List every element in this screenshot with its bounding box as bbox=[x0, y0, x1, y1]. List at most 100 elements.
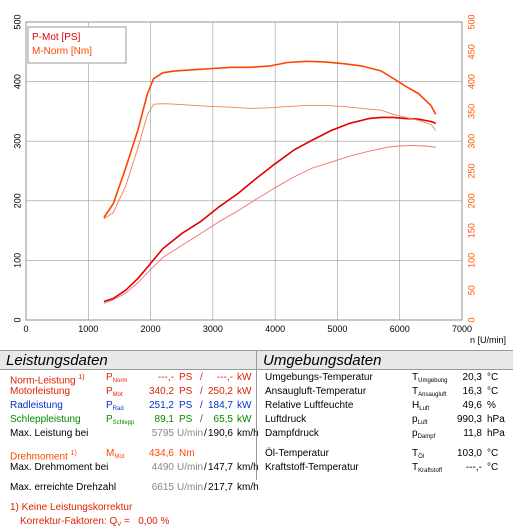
sep: / bbox=[200, 400, 203, 411]
label: Max. erreichte Drehzahl bbox=[10, 482, 117, 493]
row-norm-leistung: Norm-Leistung 1) PNorm ---,- PS / ---,- … bbox=[10, 371, 255, 387]
sep: / bbox=[204, 482, 207, 493]
y-left-tick-label: 400 bbox=[12, 74, 22, 89]
y-right-tick-label: 200 bbox=[466, 193, 476, 208]
row-luftdruck: Luftdruck pLuft 990,3 hPa bbox=[265, 413, 510, 427]
sep: / bbox=[200, 414, 203, 425]
row-ansaugluft-temperatur: Ansaugluft-Temperatur TAnsaugluft 16,3 °… bbox=[265, 385, 510, 399]
row-radleistung: Radleistung PRad 251,2 PS / 184,7 kW bbox=[10, 399, 255, 413]
y-right-tick-label: 250 bbox=[466, 163, 476, 178]
value-ps: ---,- bbox=[157, 372, 174, 383]
section-divider bbox=[256, 370, 257, 480]
value-kw: 65,5 bbox=[213, 414, 233, 425]
x-tick-label: 0 bbox=[23, 324, 28, 334]
footnote-line-2: Korrektur-Faktoren: QV = 0,00 % bbox=[10, 515, 255, 529]
footnote-text: Korrektur-Faktoren: QV = 0,00 % bbox=[20, 516, 170, 528]
x-tick-label: 3000 bbox=[203, 324, 223, 334]
y-left-tick-label: 500 bbox=[12, 14, 22, 29]
value: 11,8 bbox=[463, 428, 482, 439]
row-oel-temperatur: Öl-Temperatur TÖl 103,0 °C bbox=[265, 447, 510, 461]
symbol: pLuft bbox=[412, 414, 428, 426]
unit-kw: kW bbox=[237, 372, 252, 383]
sep: / bbox=[204, 428, 207, 439]
unit-ps: PS bbox=[179, 372, 193, 383]
y-right-tick-label: 150 bbox=[466, 223, 476, 238]
sep: / bbox=[204, 462, 207, 473]
speed-unit: km/h bbox=[237, 428, 259, 439]
y-right-tick-label: 0 bbox=[466, 317, 476, 322]
y-left-tick-label: 0 bbox=[12, 317, 22, 322]
unit-ps: PS bbox=[179, 386, 193, 397]
speed-unit: km/h bbox=[237, 482, 259, 493]
unit: % bbox=[487, 400, 496, 411]
value: 103,0 bbox=[456, 448, 482, 459]
row-kraftstoff-temperatur: Kraftstoff-Temperatur TKraftstoff ---,- … bbox=[265, 461, 510, 475]
sep: / bbox=[200, 372, 203, 383]
value-ps: 89,1 bbox=[154, 414, 174, 425]
label: Ansaugluft-Temperatur bbox=[265, 386, 367, 397]
unit-ps: PS bbox=[179, 414, 193, 425]
x-tick-label: 1000 bbox=[78, 324, 98, 334]
series-line-torque bbox=[103, 60, 437, 218]
umgebungsdaten-header: Umgebungsdaten bbox=[256, 350, 513, 370]
speed-value: 147,7 bbox=[207, 462, 233, 473]
x-tick-label: 4000 bbox=[265, 324, 285, 334]
unit-kw: kW bbox=[237, 400, 252, 411]
label: Motorleistung bbox=[10, 386, 71, 397]
rpm-value: 4490 bbox=[151, 462, 174, 473]
legend-box bbox=[27, 26, 127, 64]
rpm-unit: U/min bbox=[177, 428, 204, 439]
symbol: PNorm bbox=[106, 372, 128, 384]
legend-entry-power: P-Mot [PS] bbox=[32, 32, 81, 43]
label: Max. Drehmoment bei bbox=[10, 462, 109, 473]
symbol: PSchlepp bbox=[106, 414, 135, 426]
label: Drehmoment 1) bbox=[10, 450, 77, 463]
symbol: pDampf bbox=[412, 428, 436, 440]
x-tick-label: 6000 bbox=[390, 324, 410, 334]
rpm-unit: U/min bbox=[177, 462, 204, 473]
value-kw: ---,- bbox=[216, 372, 233, 383]
footnote-text: 1) Keine Leistungskorrektur bbox=[10, 502, 133, 513]
value: ---,- bbox=[465, 462, 482, 473]
y-right-tick-label: 400 bbox=[466, 74, 476, 89]
symbol: PRad bbox=[106, 400, 124, 412]
symbol: TUmgebung bbox=[412, 372, 448, 384]
rpm-value: 5795 bbox=[151, 428, 174, 439]
label: Luftdruck bbox=[265, 414, 307, 425]
y-right-tick-labels: 0 50 100 150 200 250 300 350 400 450 500 bbox=[466, 14, 476, 322]
x-tick-label: 5000 bbox=[327, 324, 347, 334]
grid bbox=[25, 21, 463, 321]
label: Radleistung bbox=[10, 400, 63, 411]
unit: hPa bbox=[487, 428, 505, 439]
series-line-torque-thin bbox=[103, 103, 437, 220]
symbol: TKraftstoff bbox=[412, 462, 443, 474]
unit-kw: kW bbox=[237, 414, 252, 425]
value: 16,3 bbox=[462, 386, 482, 397]
unit: °C bbox=[487, 372, 499, 383]
symbol: TÖl bbox=[412, 448, 425, 460]
y-right-tick-label: 500 bbox=[466, 14, 476, 29]
x-tick-labels: 0 1000 2000 3000 4000 5000 6000 7000 bbox=[23, 324, 472, 334]
label: Norm-Leistung 1) bbox=[10, 374, 85, 387]
series-line-power-thin bbox=[103, 144, 436, 304]
series-group bbox=[103, 60, 437, 304]
x-axis-label: n [U/min] bbox=[470, 335, 506, 345]
label: Max. Leistung bei bbox=[10, 428, 89, 439]
x-tick-label: 2000 bbox=[141, 324, 161, 334]
unit-ps: PS bbox=[179, 400, 193, 411]
y-left-tick-label: 200 bbox=[12, 193, 22, 208]
unit: °C bbox=[487, 448, 499, 459]
umgebungsdaten-table: Umgebungs-Temperatur TUmgebung 20,3 °C A… bbox=[265, 371, 510, 475]
torque-unit: Nm bbox=[179, 448, 195, 459]
value-kw: 250,2 bbox=[207, 386, 233, 397]
label: Umgebungs-Temperatur bbox=[265, 372, 373, 383]
value-ps: 251,2 bbox=[148, 400, 174, 411]
value-ps: 340,2 bbox=[148, 386, 174, 397]
row-max-leistung: Max. Leistung bei 5795 U/min / 190,6 km/… bbox=[10, 427, 259, 441]
speed-unit: km/h bbox=[237, 462, 259, 473]
torque-value: 434,6 bbox=[148, 448, 174, 459]
value-kw: 184,7 bbox=[207, 400, 233, 411]
label: Schleppleistung bbox=[10, 414, 81, 425]
y-left-tick-labels: 0 100 200 300 400 500 bbox=[12, 14, 22, 322]
y-right-tick-label: 100 bbox=[466, 253, 476, 268]
